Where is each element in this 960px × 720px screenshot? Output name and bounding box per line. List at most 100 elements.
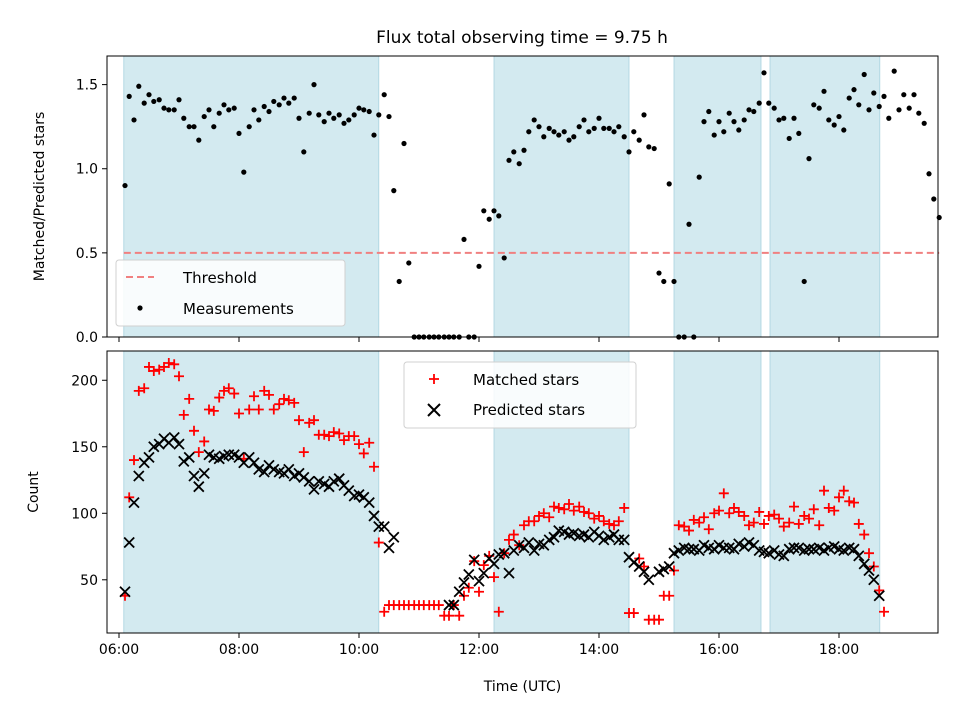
measurement-point <box>736 127 742 133</box>
shaded-interval-2 <box>673 55 762 338</box>
predicted-star-point <box>458 576 470 589</box>
matched-star-point <box>268 404 279 415</box>
measurement-point <box>906 105 912 111</box>
measurement-point <box>236 130 242 137</box>
measurement-point <box>401 140 407 147</box>
legend-label-predicted: Predicted stars <box>473 401 585 419</box>
matched-star-point <box>829 505 840 516</box>
measurement-point <box>571 134 577 140</box>
measurement-point <box>196 137 202 143</box>
matched-star-point <box>823 502 834 513</box>
matched-star-point <box>789 501 799 512</box>
measurement-point <box>896 107 902 113</box>
measurement-point <box>261 103 267 110</box>
measurement-point <box>566 137 572 143</box>
predicted-star-point <box>173 438 185 450</box>
measurement-point <box>931 196 937 202</box>
measurement-point <box>916 110 922 116</box>
measurement-point <box>186 124 192 130</box>
shaded-interval-1 <box>493 55 630 338</box>
measurement-point <box>246 124 252 130</box>
y-axis-label: Count <box>26 471 42 513</box>
measurement-point <box>511 149 517 155</box>
measurement-point <box>751 108 757 115</box>
measurement-point <box>631 129 637 135</box>
matched-star-point <box>354 439 364 450</box>
matched-star-point <box>694 517 705 528</box>
measurement-point <box>851 87 857 93</box>
predicted-star-point <box>363 497 375 509</box>
matched-star-point <box>364 437 375 448</box>
matched-star-point <box>654 614 664 625</box>
measurement-point <box>926 171 932 177</box>
measurement-point <box>516 161 522 167</box>
matched-star-point <box>853 518 864 529</box>
measurement-point <box>166 107 172 113</box>
measurement-point <box>501 255 507 261</box>
matched-star-point <box>718 488 729 499</box>
predicted-star-point <box>133 470 145 482</box>
matched-star-point <box>594 510 604 521</box>
predicted-star-point <box>478 567 490 579</box>
predicted-star-point <box>548 531 560 543</box>
matched-star-point <box>214 392 225 403</box>
measurement-point <box>876 103 882 110</box>
matched-star-point <box>579 506 589 517</box>
predicted-star-point <box>628 556 640 569</box>
measurement-point <box>816 105 822 111</box>
matched-star-point <box>358 448 369 459</box>
measurement-point <box>391 188 397 194</box>
matched-star-point <box>444 610 454 621</box>
matched-star-point <box>688 514 699 525</box>
measurement-point <box>356 105 362 111</box>
shaded-interval-2 <box>673 350 762 634</box>
predicted-star-point <box>453 586 465 598</box>
matched-star-point <box>463 582 474 593</box>
measurement-point <box>341 120 347 126</box>
predicted-star-point <box>333 473 345 485</box>
predicted-star-point <box>303 475 315 487</box>
matched-star-point <box>544 512 555 523</box>
matched-star-point <box>184 393 195 404</box>
matched-star-point <box>334 428 345 439</box>
y-tick-label: 200 <box>71 373 98 389</box>
predicted-star-point <box>168 431 180 444</box>
legend-label-measurements: Measurements <box>183 300 294 318</box>
chart-title: Flux total observing time = 9.75 h <box>376 28 668 48</box>
matched-star-point <box>204 404 214 415</box>
predicted-star-point <box>568 527 580 539</box>
matched-star-point <box>283 395 294 406</box>
matched-star-point <box>673 520 684 531</box>
matched-star-point <box>538 508 549 519</box>
measurement-point <box>361 107 367 113</box>
measurement-point <box>461 236 467 243</box>
measurement-point <box>321 119 327 125</box>
x-axis-ticks: 06:00 08:00 10:00 12:00 14:00 16:00 18:00 <box>99 633 859 658</box>
measurement-point <box>481 208 487 214</box>
measurement-point <box>701 119 707 125</box>
measurement-point <box>306 110 312 116</box>
matched-star-point <box>178 409 189 420</box>
legend: Threshold Measurements <box>115 259 346 327</box>
matched-star-point <box>244 404 255 415</box>
matched-star-point <box>264 389 274 400</box>
measurement-point <box>716 119 722 125</box>
measurement-point <box>122 182 128 189</box>
legend-box <box>115 259 346 327</box>
matched-star-point <box>699 512 709 523</box>
matched-star-point <box>583 508 594 519</box>
matched-star-point <box>489 572 499 583</box>
predicted-star-point <box>378 520 390 533</box>
measurement-point <box>901 92 907 98</box>
measurement-point <box>726 110 732 116</box>
predicted-star-point <box>188 470 200 482</box>
measurement-point <box>651 145 657 152</box>
matched-star-point <box>124 492 135 503</box>
x-tick-label: 06:00 <box>99 642 139 658</box>
matched-star-point <box>493 606 504 617</box>
measurement-point <box>336 112 342 118</box>
measurement-point <box>531 117 537 123</box>
measurement-point <box>241 169 247 175</box>
measurement-point <box>286 100 292 106</box>
matched-star-point <box>568 505 579 516</box>
